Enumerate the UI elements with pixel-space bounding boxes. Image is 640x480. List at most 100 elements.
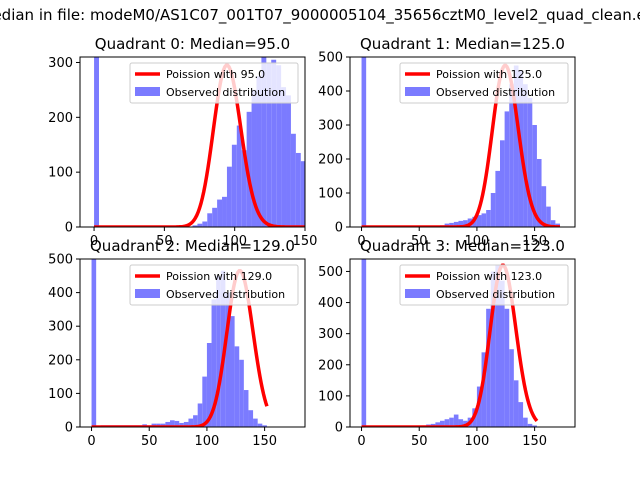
y-tick-label: 200 (318, 358, 343, 373)
legend: Poission with 95.0 Observed distribution (129, 62, 299, 104)
y-tick-label: 100 (318, 389, 343, 404)
hist-bar (495, 170, 500, 227)
hist-bar (481, 352, 487, 427)
hist-bar (207, 213, 213, 227)
x-tick-label: 50 (156, 234, 173, 249)
hist-bar (94, 57, 99, 227)
hist-bar (361, 57, 367, 227)
y-tick-label: 400 (318, 85, 343, 100)
hist-bar (241, 150, 247, 227)
y-tick-label: 500 (48, 253, 73, 268)
hist-bar (541, 186, 547, 227)
hist-bar (286, 95, 291, 227)
legend-label-poisson: Poission with 125.0 (436, 68, 542, 81)
subplot-title: Quadrant 0: Median=95.0 (95, 35, 290, 53)
hist-bar (458, 419, 464, 427)
x-tick-label: 0 (90, 234, 98, 249)
hist-bar (486, 308, 491, 427)
legend-box (399, 264, 569, 306)
hist-bar (262, 425, 267, 427)
hist-bar (453, 414, 459, 427)
hist-bar (504, 111, 510, 227)
hist-bar (183, 421, 189, 427)
hist-bar (170, 420, 175, 427)
y-tick-label: 200 (318, 153, 343, 168)
hist-bar (320, 211, 325, 227)
legend-patch-swatch (405, 87, 430, 96)
legend-box (129, 264, 299, 306)
hist-bar (257, 423, 263, 427)
hist-bar (206, 343, 212, 427)
hist-bar (527, 97, 533, 227)
hist-bar (513, 380, 519, 427)
hist-bar (222, 196, 227, 227)
y-tick-label: 300 (318, 327, 343, 342)
y-tick-label: 500 (318, 265, 343, 280)
hist-bar (295, 152, 301, 227)
legend-patch-swatch (405, 289, 430, 298)
hist-bar (486, 210, 491, 227)
legend-label-observed: Observed distribution (166, 86, 285, 99)
hist-bar (500, 280, 505, 427)
y-tick-label: 400 (48, 286, 73, 301)
x-tick-label: 50 (141, 434, 158, 449)
hist-bar (311, 202, 316, 227)
hist-bar (230, 316, 235, 427)
hist-bar (276, 65, 282, 227)
hist-bar (316, 208, 321, 227)
hist-bar (536, 159, 542, 227)
hist-bar (188, 418, 194, 427)
hist-bar (481, 213, 487, 227)
hist-bar (253, 418, 258, 427)
subplot-quadrant-1: 0 50 100 150 0 100 200 300 400 500 Quadrant 1: Med… (318, 35, 576, 249)
hist-bar (193, 415, 198, 427)
hist-bar (550, 220, 556, 227)
x-tick-label: 0 (87, 434, 95, 449)
legend-label-observed: Observed distribution (436, 86, 555, 99)
hist-bar (216, 275, 221, 427)
hist-bar (444, 419, 450, 427)
y-tick-label: 0 (335, 421, 343, 436)
y-tick-label: 300 (48, 320, 73, 335)
hist-bar (435, 422, 440, 427)
y-tick-label: 400 (318, 296, 343, 311)
y-tick-label: 0 (65, 421, 73, 436)
x-tick-label: 150 (522, 234, 547, 249)
y-tick-label: 300 (48, 56, 73, 71)
hist-bar (500, 140, 505, 227)
hist-bar (509, 349, 514, 427)
legend-patch-swatch (135, 289, 160, 298)
hist-bar (290, 133, 296, 227)
hist-bar (306, 180, 311, 227)
hist-bar (197, 223, 203, 227)
hist-bar (476, 215, 482, 227)
hist-bar (449, 222, 454, 227)
hist-bar (236, 125, 242, 227)
hist-bar (266, 62, 272, 227)
hist-bar (239, 359, 244, 427)
y-tick-label: 0 (335, 221, 343, 236)
hist-bar (532, 425, 537, 427)
hist-bar (225, 292, 230, 427)
y-tick-label: 0 (65, 221, 73, 236)
hist-bar (261, 57, 267, 227)
subplot-title: Quadrant 3: Median=123.0 (360, 237, 565, 255)
y-tick-label: 500 (318, 51, 343, 66)
hist-bar (281, 87, 287, 227)
x-tick-label: 100 (222, 234, 247, 249)
legend-label-poisson: Poission with 95.0 (166, 68, 265, 81)
hist-bar (453, 221, 459, 227)
hist-bar (490, 271, 496, 427)
axes-frame (79, 258, 306, 428)
hist-bar (523, 84, 528, 227)
hist-bar (165, 421, 170, 427)
hist-bar (226, 166, 232, 227)
hist-bar (513, 65, 519, 227)
hist-bar (217, 199, 223, 227)
legend-label-poisson: Poission with 129.0 (166, 270, 272, 283)
hist-bar (174, 420, 180, 427)
hist-bar (546, 206, 551, 227)
